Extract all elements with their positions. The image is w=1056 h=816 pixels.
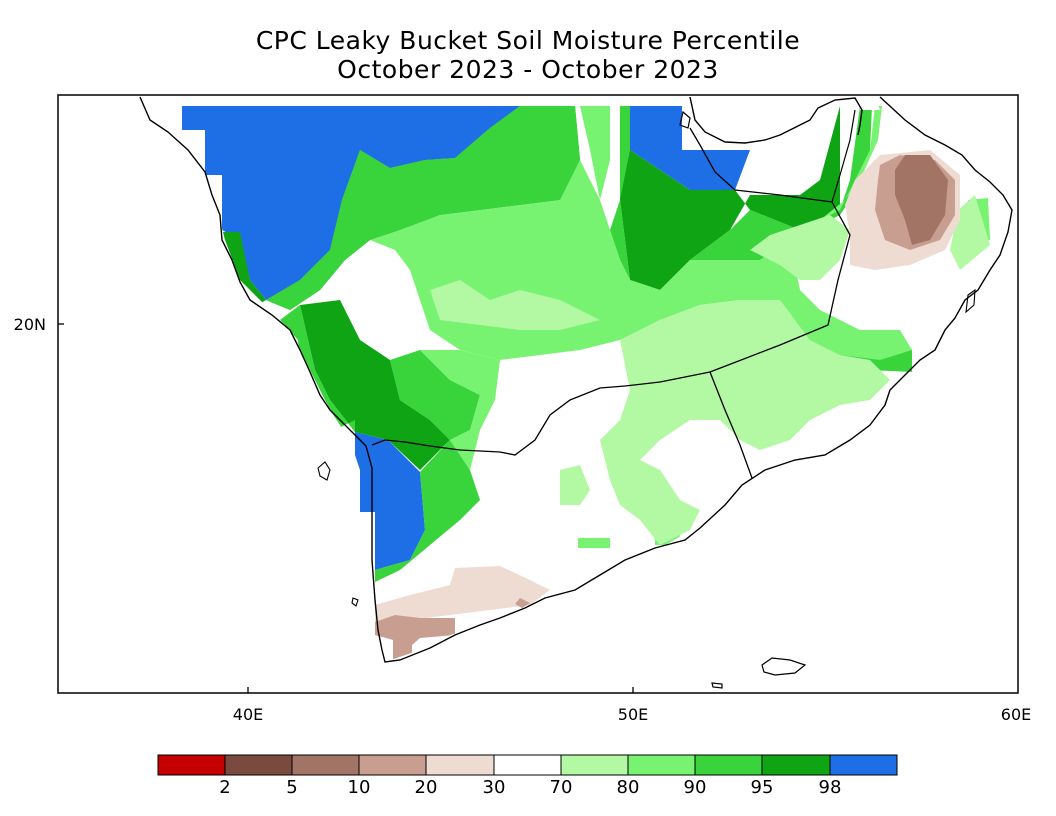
x-tick-label-40e: 40E [233,705,263,724]
x-tick-label-50e: 50E [618,705,648,724]
y-tick-label-20n: 20N [14,315,46,334]
legend-swatch-95-98 [761,754,831,776]
border-saudi-yemen [371,371,711,456]
legend-swatch-80-90 [627,754,696,776]
legend-label-30: 30 [483,777,506,798]
legend-swatch-20-30 [425,754,495,776]
legend-label-90: 90 [684,777,707,798]
border-saudi-uae [689,127,833,203]
region-5-10-ne [895,155,948,245]
legend-label-20: 20 [415,777,438,798]
region-80-90-north [580,106,610,200]
ocean-arabian-sea [385,95,1018,693]
region-70-80-east [600,300,890,490]
legend-label-70: 70 [550,777,573,798]
region-95-98-coast [222,232,266,310]
island-small-3 [965,288,976,314]
x-tick-label-60e: 60E [1001,705,1031,724]
region-80-90-west [420,350,500,470]
legend-swatch-70-80 [560,754,629,776]
island-small-1 [711,682,723,689]
legend-label-5: 5 [286,777,297,798]
region-90-95-west2 [390,350,480,440]
legend-colorbar: 2 5 10 20 30 70 80 90 95 98 [157,754,898,798]
map-frame [57,94,1019,694]
region-90-95-south [375,440,480,582]
region-70-80-sw [560,465,590,505]
legend-swatch-gt98 [829,754,898,776]
region-90-95-west [280,305,355,432]
region-70-80-ne [750,215,850,280]
border-saudi-oman [709,201,851,373]
legend-label-98: 98 [819,777,842,798]
region-70-80-central [430,280,600,330]
region-gt98-north [182,106,520,300]
region-20-30-south [375,566,550,625]
legend-label-80: 80 [617,777,640,798]
legend-swatch-10-20 [358,754,427,776]
ocean-red-sea [58,95,385,693]
legend-swatch-5-10 [291,754,360,776]
legend-swatch-30-70 [493,754,562,776]
coastline-arabia [139,96,1013,663]
island-socotra [761,657,807,676]
region-10-20-south [375,615,455,660]
legend-label-95: 95 [751,777,774,798]
region-90-95-central [266,106,580,310]
ocean-gulf [690,95,855,140]
coastline-gulf [689,96,863,144]
region-80-90-south-patch [578,538,610,548]
legend-swatch-lt2 [157,754,226,776]
ocean-persian-mask [860,95,880,110]
legend-label-2: 2 [219,777,230,798]
border-yemen-oman [709,371,753,479]
island-small-2 [351,597,359,607]
map-title-line-1: CPC Leaky Bucket Soil Moisture Percentil… [255,26,801,55]
region-gt98-ne [630,106,750,190]
legend-swatch-90-95 [694,754,763,776]
region-70-80-south [610,460,700,545]
island-dahlak [317,461,331,481]
region-10-20-south2 [515,598,530,608]
region-gt98-south [355,432,425,570]
border-uae-oman [831,109,856,203]
coastline-qatar [679,110,691,129]
legend-swatch-2-5 [224,754,293,776]
region-95-98-north [238,106,840,310]
legend-label-10: 10 [348,777,371,798]
region-80-90-se [780,300,912,360]
region-90-95-east [610,106,630,280]
map-title-line-2: October 2023 - October 2023 [337,55,719,84]
soil-moisture-field [58,95,1018,693]
region-95-98-west [300,300,450,470]
